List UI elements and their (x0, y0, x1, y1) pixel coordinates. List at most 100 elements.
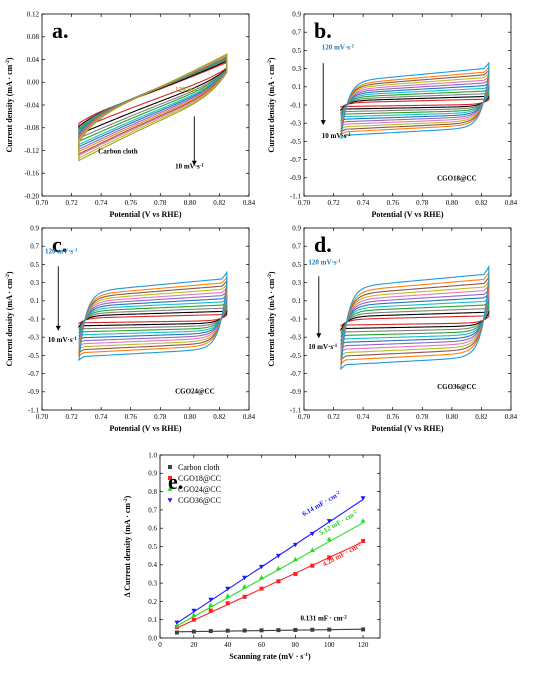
arrow-head (55, 325, 61, 331)
x-tick-label: 0.84 (243, 199, 256, 207)
arrow-head (320, 120, 326, 126)
y-tick-label: -0.9 (290, 174, 302, 182)
x-tick-label: 0.74 (95, 413, 108, 421)
y-tick-label: -1.1 (290, 192, 302, 200)
y-tick-label: -0.7 (290, 156, 302, 164)
y-tick-label: -0.9 (290, 388, 302, 396)
x-tick-label: 0.70 (36, 199, 49, 207)
cv-curve-series (340, 98, 490, 109)
cv-curve-series (78, 309, 228, 329)
x-tick-label: 0.82 (213, 413, 226, 421)
data-point (225, 586, 231, 592)
y-tick-label: -0.3 (290, 334, 302, 342)
cv-curve-series (340, 314, 490, 327)
cv-curve-series (340, 85, 490, 119)
plot-frame (303, 227, 512, 411)
x-axis-label: Potential (V vs RHE) (371, 210, 443, 219)
cv-curve-series (340, 82, 490, 122)
x-tick-label: 40 (224, 641, 232, 649)
series-carbon-cloth (174, 627, 366, 635)
y-tick-label: 0.3 (148, 580, 157, 588)
data-point (327, 555, 332, 560)
annotation-label: 10 mV·s-1 (48, 336, 77, 344)
legend-marker (168, 465, 172, 469)
series-cgo36-cc (174, 496, 366, 626)
data-point (361, 539, 366, 544)
series-group (340, 61, 490, 140)
annotation-label: 120 mV·s-1 (45, 247, 78, 255)
data-point (360, 496, 366, 501)
y-tick-label: -0.9 (28, 388, 40, 396)
y-tick-label: -0.7 (28, 370, 40, 378)
y-axis-label: Current density (mA · cm-2) (5, 57, 14, 152)
cv-curve-series (340, 264, 490, 371)
y-tick-label: 0.0 (148, 634, 157, 642)
y-tick-label: 0.4 (148, 561, 157, 569)
data-point (174, 620, 180, 626)
x-tick-label: 0 (158, 641, 162, 649)
x-axis-label: Potential (V vs RHE) (109, 424, 181, 433)
data-point (275, 565, 281, 571)
x-tick-label: 0.74 (357, 413, 370, 421)
y-tick-label: 0.1 (148, 616, 157, 624)
data-point (292, 556, 298, 562)
series-cgo18-cc (174, 539, 366, 630)
x-tick-label: 0.72 (327, 413, 340, 421)
y-tick-label: -1.1 (290, 406, 302, 414)
x-axis-label: Potential (V vs RHE) (109, 210, 181, 219)
data-point (326, 519, 332, 524)
data-point (310, 627, 315, 632)
y-tick-label: -0.08 (24, 124, 39, 132)
data-point (242, 584, 248, 589)
cv-curve-series (78, 270, 228, 362)
x-tick-label: 0.78 (154, 413, 167, 421)
y-tick-label: 0.5 (148, 543, 157, 551)
x-tick-label: 0.84 (243, 413, 256, 421)
y-tick-label: 0.5 (292, 261, 301, 269)
data-point (309, 547, 315, 552)
data-point (276, 628, 281, 633)
y-tick-label: 0.8 (148, 488, 157, 496)
x-axis-label: Scanning rate (mV · s-1) (229, 652, 311, 661)
x-tick-label: 0.76 (125, 199, 138, 207)
y-axis-label: Current density (mA · cm-2) (267, 57, 276, 152)
legend-label: Carbon cloth (178, 463, 220, 472)
data-point (259, 586, 264, 591)
cv-curve-series (340, 94, 490, 112)
annotation-label: 120 mV·s-1 (175, 86, 208, 94)
cv-curve-series (78, 305, 228, 331)
y-tick-label: 0.1 (30, 297, 39, 305)
data-point (174, 630, 179, 635)
y-tick-label: 0.1 (292, 83, 301, 91)
y-tick-label: -0.16 (24, 170, 39, 178)
data-point (225, 628, 230, 633)
series-group (78, 270, 228, 362)
x-tick-label: 0.74 (95, 199, 108, 207)
y-tick-label: 0.7 (292, 29, 301, 37)
annotation-label: CGO24@CC (175, 388, 215, 396)
x-tick-label: 0.78 (154, 199, 167, 207)
x-tick-label: 0.78 (416, 199, 429, 207)
data-point (242, 628, 247, 633)
y-tick-label: 0.9 (148, 470, 157, 478)
x-tick-label: 0.74 (357, 199, 370, 207)
x-tick-label: 0.72 (327, 199, 340, 207)
y-tick-label: -0.1 (290, 101, 302, 109)
y-tick-label: 0.7 (292, 243, 301, 251)
annotation-label: 10 mV·s-1 (308, 343, 337, 351)
annotation-label: Carbon cloth (98, 147, 138, 155)
x-tick-label: 20 (190, 641, 198, 649)
panel-label: c. (52, 232, 67, 257)
chart-panel-d: 0.70 0.72 0.74 0.76 0.78 0.80 0.82 0.84 -1.1 -0.9… (267, 224, 518, 433)
chart-panel-e: 0 20 40 60 80 100 120 0.0 0.1 0.2 0.3 0.4 0.5 0.6 0.7 0… (123, 451, 381, 661)
x-tick-label: 80 (292, 641, 300, 649)
x-tick-label: 0.72 (65, 199, 78, 207)
chart-panel-b: 0.70 0.72 0.74 0.76 0.78 0.80 0.82 0.84 -1.1 -0.9… (267, 10, 518, 219)
y-tick-label: -0.5 (290, 352, 302, 360)
data-point (327, 627, 332, 632)
data-point (309, 531, 315, 537)
x-tick-label: 0.80 (446, 413, 459, 421)
cv-curve-series (340, 293, 490, 346)
data-point (225, 593, 231, 598)
y-tick-label: -0.1 (290, 315, 302, 323)
